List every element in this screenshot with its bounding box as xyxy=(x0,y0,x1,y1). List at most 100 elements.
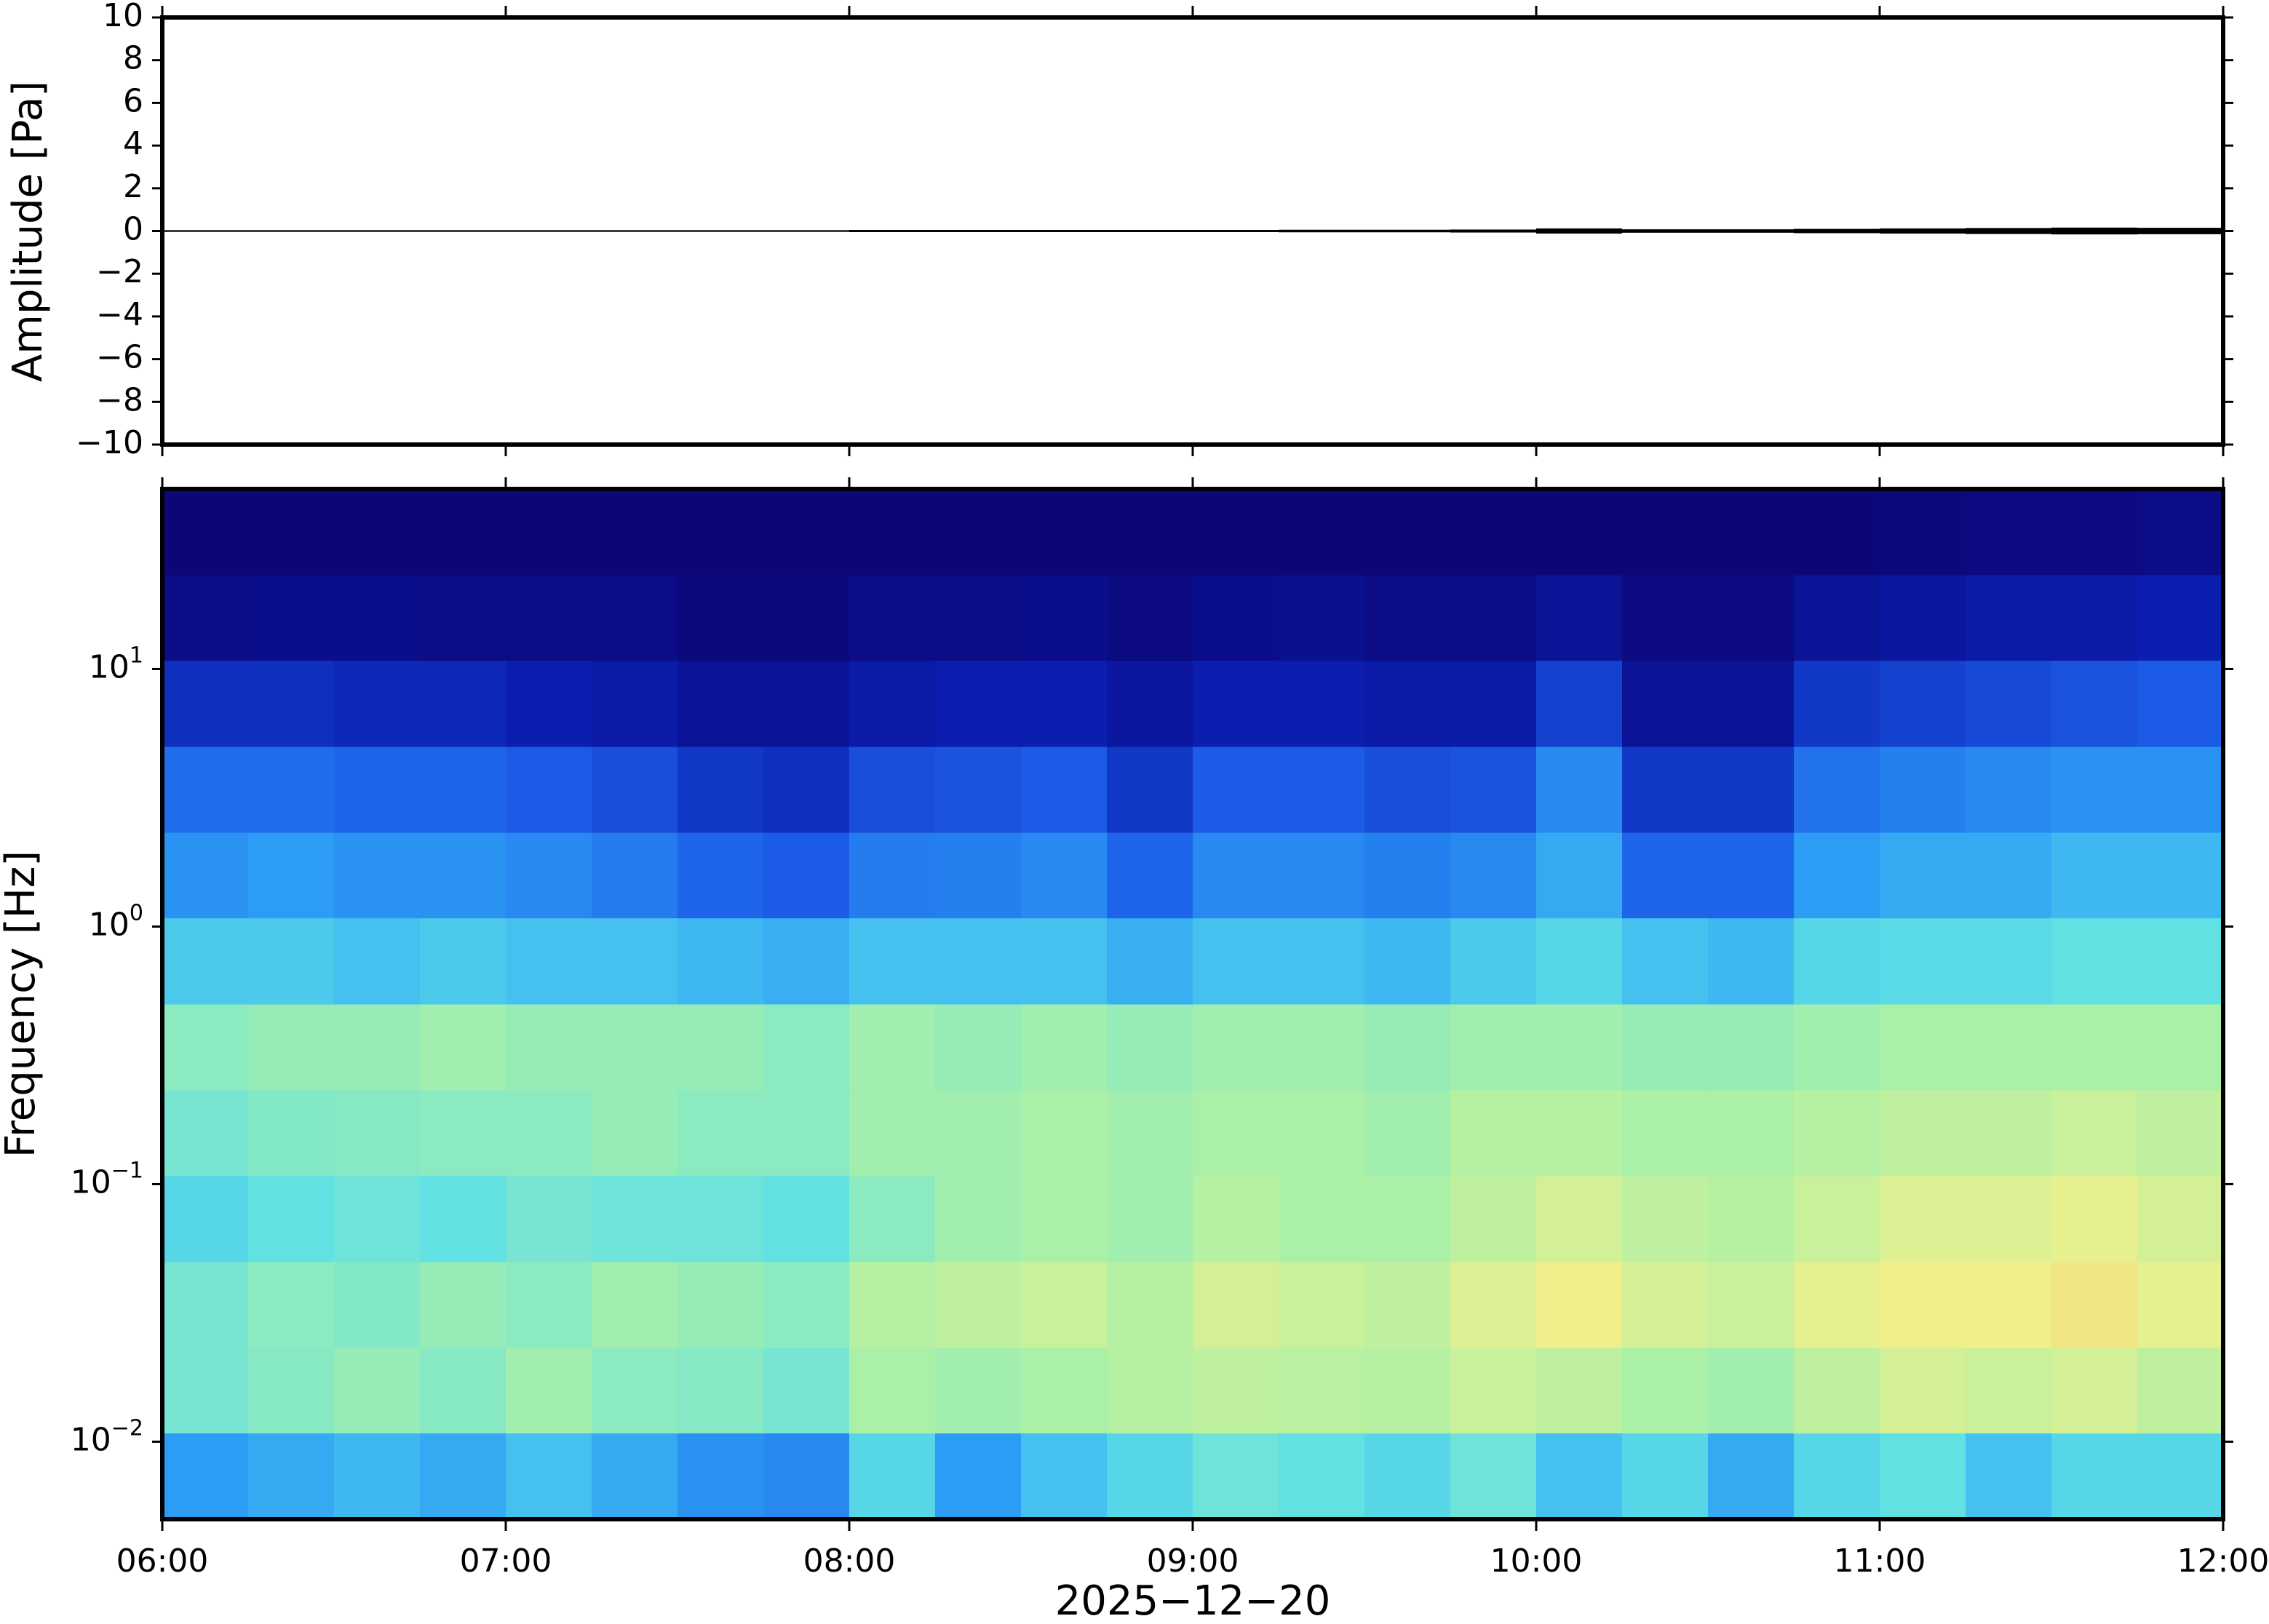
spectrogram-cell xyxy=(1708,489,1795,576)
spectrogram-cell xyxy=(592,660,678,747)
tick-exponent: −1 xyxy=(111,1158,143,1183)
spectrogram-cell xyxy=(1880,1175,1966,1262)
spectrogram-cell xyxy=(1794,832,1880,919)
spectrogram-cell xyxy=(592,489,678,576)
spectrogram-cell xyxy=(1708,1348,1795,1434)
spectrogram-cell xyxy=(506,660,592,747)
spectrogram-cell xyxy=(592,832,678,919)
spectrogram-cell xyxy=(1794,918,1880,1005)
spectrogram-cell xyxy=(1708,832,1795,919)
spectrogram-cell xyxy=(1193,489,1279,576)
plot-frame xyxy=(160,487,2225,1521)
spectrogram-cell xyxy=(162,575,249,661)
spectrogram-cell xyxy=(334,489,421,576)
spectrogram-cell xyxy=(935,832,1022,919)
spectrogram-cell xyxy=(1279,1175,1365,1262)
spectrogram-cell xyxy=(2051,832,2138,919)
spectrogram-cell xyxy=(2051,1262,2138,1348)
y-tick-label: −6 xyxy=(96,339,143,376)
spectrogram-cell xyxy=(506,489,592,576)
spectrogram-cell xyxy=(1193,1433,1279,1520)
spectrogram-cell xyxy=(1880,1262,1966,1348)
spectrogram-cell xyxy=(2137,1090,2224,1177)
amplitude-envelope xyxy=(2137,228,2223,234)
spectrogram-cell xyxy=(849,1433,936,1520)
spectrogram-cell xyxy=(935,1004,1022,1091)
x-tick-label: 08:00 xyxy=(803,1543,896,1580)
spectrogram-cell xyxy=(1622,575,1709,661)
amplitude-envelope xyxy=(1279,229,1364,233)
spectrogram-cell xyxy=(1622,489,1709,576)
spectrogram-cell xyxy=(849,747,936,833)
spectrogram-cell xyxy=(849,489,936,576)
amplitude-envelope xyxy=(248,230,334,232)
spectrogram-cell xyxy=(935,1348,1022,1434)
y-tick-label: −8 xyxy=(96,381,143,418)
spectrogram-cell xyxy=(1450,918,1537,1005)
spectrogram-cell xyxy=(1279,832,1365,919)
spectrogram-cell xyxy=(1536,1262,1623,1348)
spectrogram-cell xyxy=(1708,660,1795,747)
spectrogram-cell xyxy=(248,660,335,747)
spectrogram-cell xyxy=(2137,660,2224,747)
spectrogram-cell xyxy=(1536,575,1623,661)
spectrogram-cell xyxy=(1107,575,1193,661)
spectrogram-cell xyxy=(248,1090,335,1177)
spectrogram-cell xyxy=(248,918,335,1005)
spectrogram-cell xyxy=(1021,1348,1108,1434)
amplitude-envelope xyxy=(334,230,420,232)
amplitude-envelope xyxy=(420,230,506,232)
spectrogram-cell xyxy=(506,1175,592,1262)
spectrogram-cell xyxy=(2051,1348,2138,1434)
spectrogram-cell xyxy=(1794,1348,1880,1434)
spectrogram-cell xyxy=(1279,1090,1365,1177)
spectrogram-cell xyxy=(1708,1175,1795,1262)
spectrogram-cell xyxy=(1966,1262,2052,1348)
spectrogram-cell xyxy=(1107,1262,1193,1348)
spectrogram-cell xyxy=(2137,489,2224,576)
spectrogram-cell xyxy=(849,1262,936,1348)
spectrogram-cell xyxy=(1107,1004,1193,1091)
spectrogram-cell xyxy=(1021,1004,1108,1091)
spectrogram-cell xyxy=(763,1433,850,1520)
tick-base: 10 xyxy=(71,1163,111,1201)
spectrogram-cell xyxy=(1622,1090,1709,1177)
x-tick-label: 09:00 xyxy=(1147,1543,1239,1580)
amplitude-envelope xyxy=(849,230,935,232)
spectrogram-cell xyxy=(2137,832,2224,919)
spectrogram-cell xyxy=(1021,918,1108,1005)
spectrogram-cell xyxy=(162,1262,249,1348)
spectrogram-cell xyxy=(1450,575,1537,661)
amplitude-envelope xyxy=(1622,229,1708,233)
spectrogram-cell xyxy=(1622,832,1709,919)
amplitude-envelope xyxy=(1708,229,1794,233)
spectrogram-cell xyxy=(1364,918,1451,1005)
spectrogram-cell xyxy=(1021,575,1108,661)
spectrogram-cell xyxy=(1536,832,1623,919)
spectrogram-cell xyxy=(420,1433,506,1520)
spectrogram-cell xyxy=(334,1348,421,1434)
spectrogram-cell xyxy=(1794,1262,1880,1348)
spectrogram-cell xyxy=(506,575,592,661)
spectrogram-cell xyxy=(1536,1175,1623,1262)
amplitude-envelope xyxy=(1193,230,1279,232)
spectrogram-cell xyxy=(763,575,850,661)
spectrogram-cell xyxy=(248,832,335,919)
tick-exponent: 1 xyxy=(130,642,143,668)
spectrogram-cell xyxy=(1021,747,1108,833)
spectrogram-cell xyxy=(1107,1175,1193,1262)
spectrogram-cell xyxy=(334,1433,421,1520)
spectrogram-cell xyxy=(2051,918,2138,1005)
spectrogram-cell xyxy=(1107,1433,1193,1520)
spectrogram-cell xyxy=(162,660,249,747)
spectrogram-cell xyxy=(1708,1090,1795,1177)
tick-exponent: 0 xyxy=(130,900,143,926)
spectrogram-cell xyxy=(1279,575,1365,661)
spectrogram-cell xyxy=(1966,1090,2052,1177)
spectrogram-cell xyxy=(248,1433,335,1520)
spectrogram-cell xyxy=(420,918,506,1005)
y-tick-label: −4 xyxy=(96,296,143,333)
spectrogram-cell xyxy=(1279,489,1365,576)
y-tick-label: 10−1 xyxy=(71,1158,143,1201)
spectrogram-cell xyxy=(1107,747,1193,833)
